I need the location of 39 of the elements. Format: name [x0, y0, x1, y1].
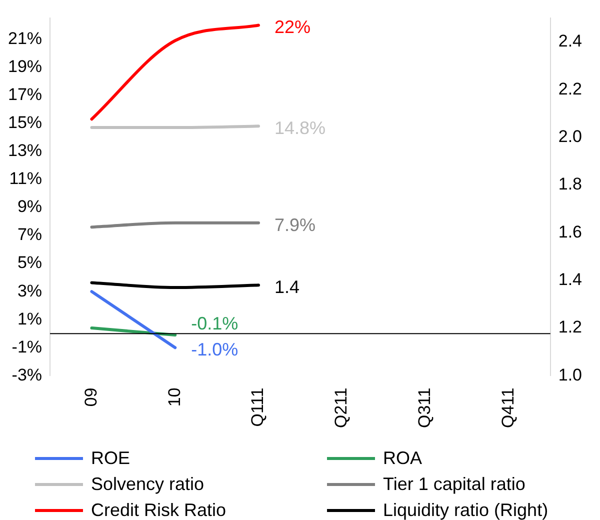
y-tick-label: 19%: [8, 56, 42, 76]
y-tick-label: 11%: [9, 169, 42, 188]
legend-label: Solvency ratio: [90, 472, 206, 496]
x-tick-label: Q111: [248, 388, 268, 427]
y2-tick-label: 1.4: [558, 270, 582, 290]
y-tick-label: 21%: [8, 28, 42, 48]
y2-tick-label: 1.0: [558, 365, 582, 384]
x-tick-label: Q211: [332, 388, 351, 428]
y2-tick-label: 1.8: [558, 174, 582, 194]
x-tick-label: Q311: [414, 388, 434, 428]
data-label: 7.9%: [274, 214, 316, 235]
legend-label: ROE: [90, 446, 132, 470]
y2-tick-label: 1.6: [558, 222, 582, 242]
y-tick-label: 17%: [8, 84, 42, 104]
y-tick-label: 9%: [17, 197, 42, 216]
y2-tick-label: 2.0: [558, 127, 582, 146]
x-tick-label: 10: [164, 388, 184, 407]
y2-tick-label: 1.2: [558, 318, 582, 337]
legend-label: ROA: [382, 446, 424, 470]
x-tick-label: Q411: [498, 388, 518, 428]
legend-label: Tier 1 capital ratio: [382, 472, 526, 496]
data-label: 1.4: [274, 277, 300, 298]
y-tick-label: 13%: [8, 141, 42, 160]
data-label: 14.8%: [274, 118, 326, 138]
data-label: -0.1%: [191, 314, 238, 334]
y-tick-label: -1%: [12, 337, 42, 356]
y-tick-label: 5%: [17, 253, 42, 272]
legend-label: Liquidity ratio (Right): [382, 498, 550, 520]
data-label: -1.0%: [191, 340, 238, 360]
y-tick-label: 1%: [17, 309, 42, 328]
y2-tick-label: 2.2: [558, 79, 582, 98]
y-tick-label: 7%: [17, 225, 42, 244]
y-tick-label: 15%: [8, 113, 42, 132]
legend-label: Credit Risk Ratio: [90, 498, 228, 520]
x-tick-label: 09: [81, 388, 100, 407]
y-tick-label: -3%: [12, 365, 42, 384]
data-label: 22%: [274, 17, 311, 38]
y2-tick-label: 2.4: [558, 32, 582, 51]
y-tick-label: 3%: [17, 281, 42, 300]
